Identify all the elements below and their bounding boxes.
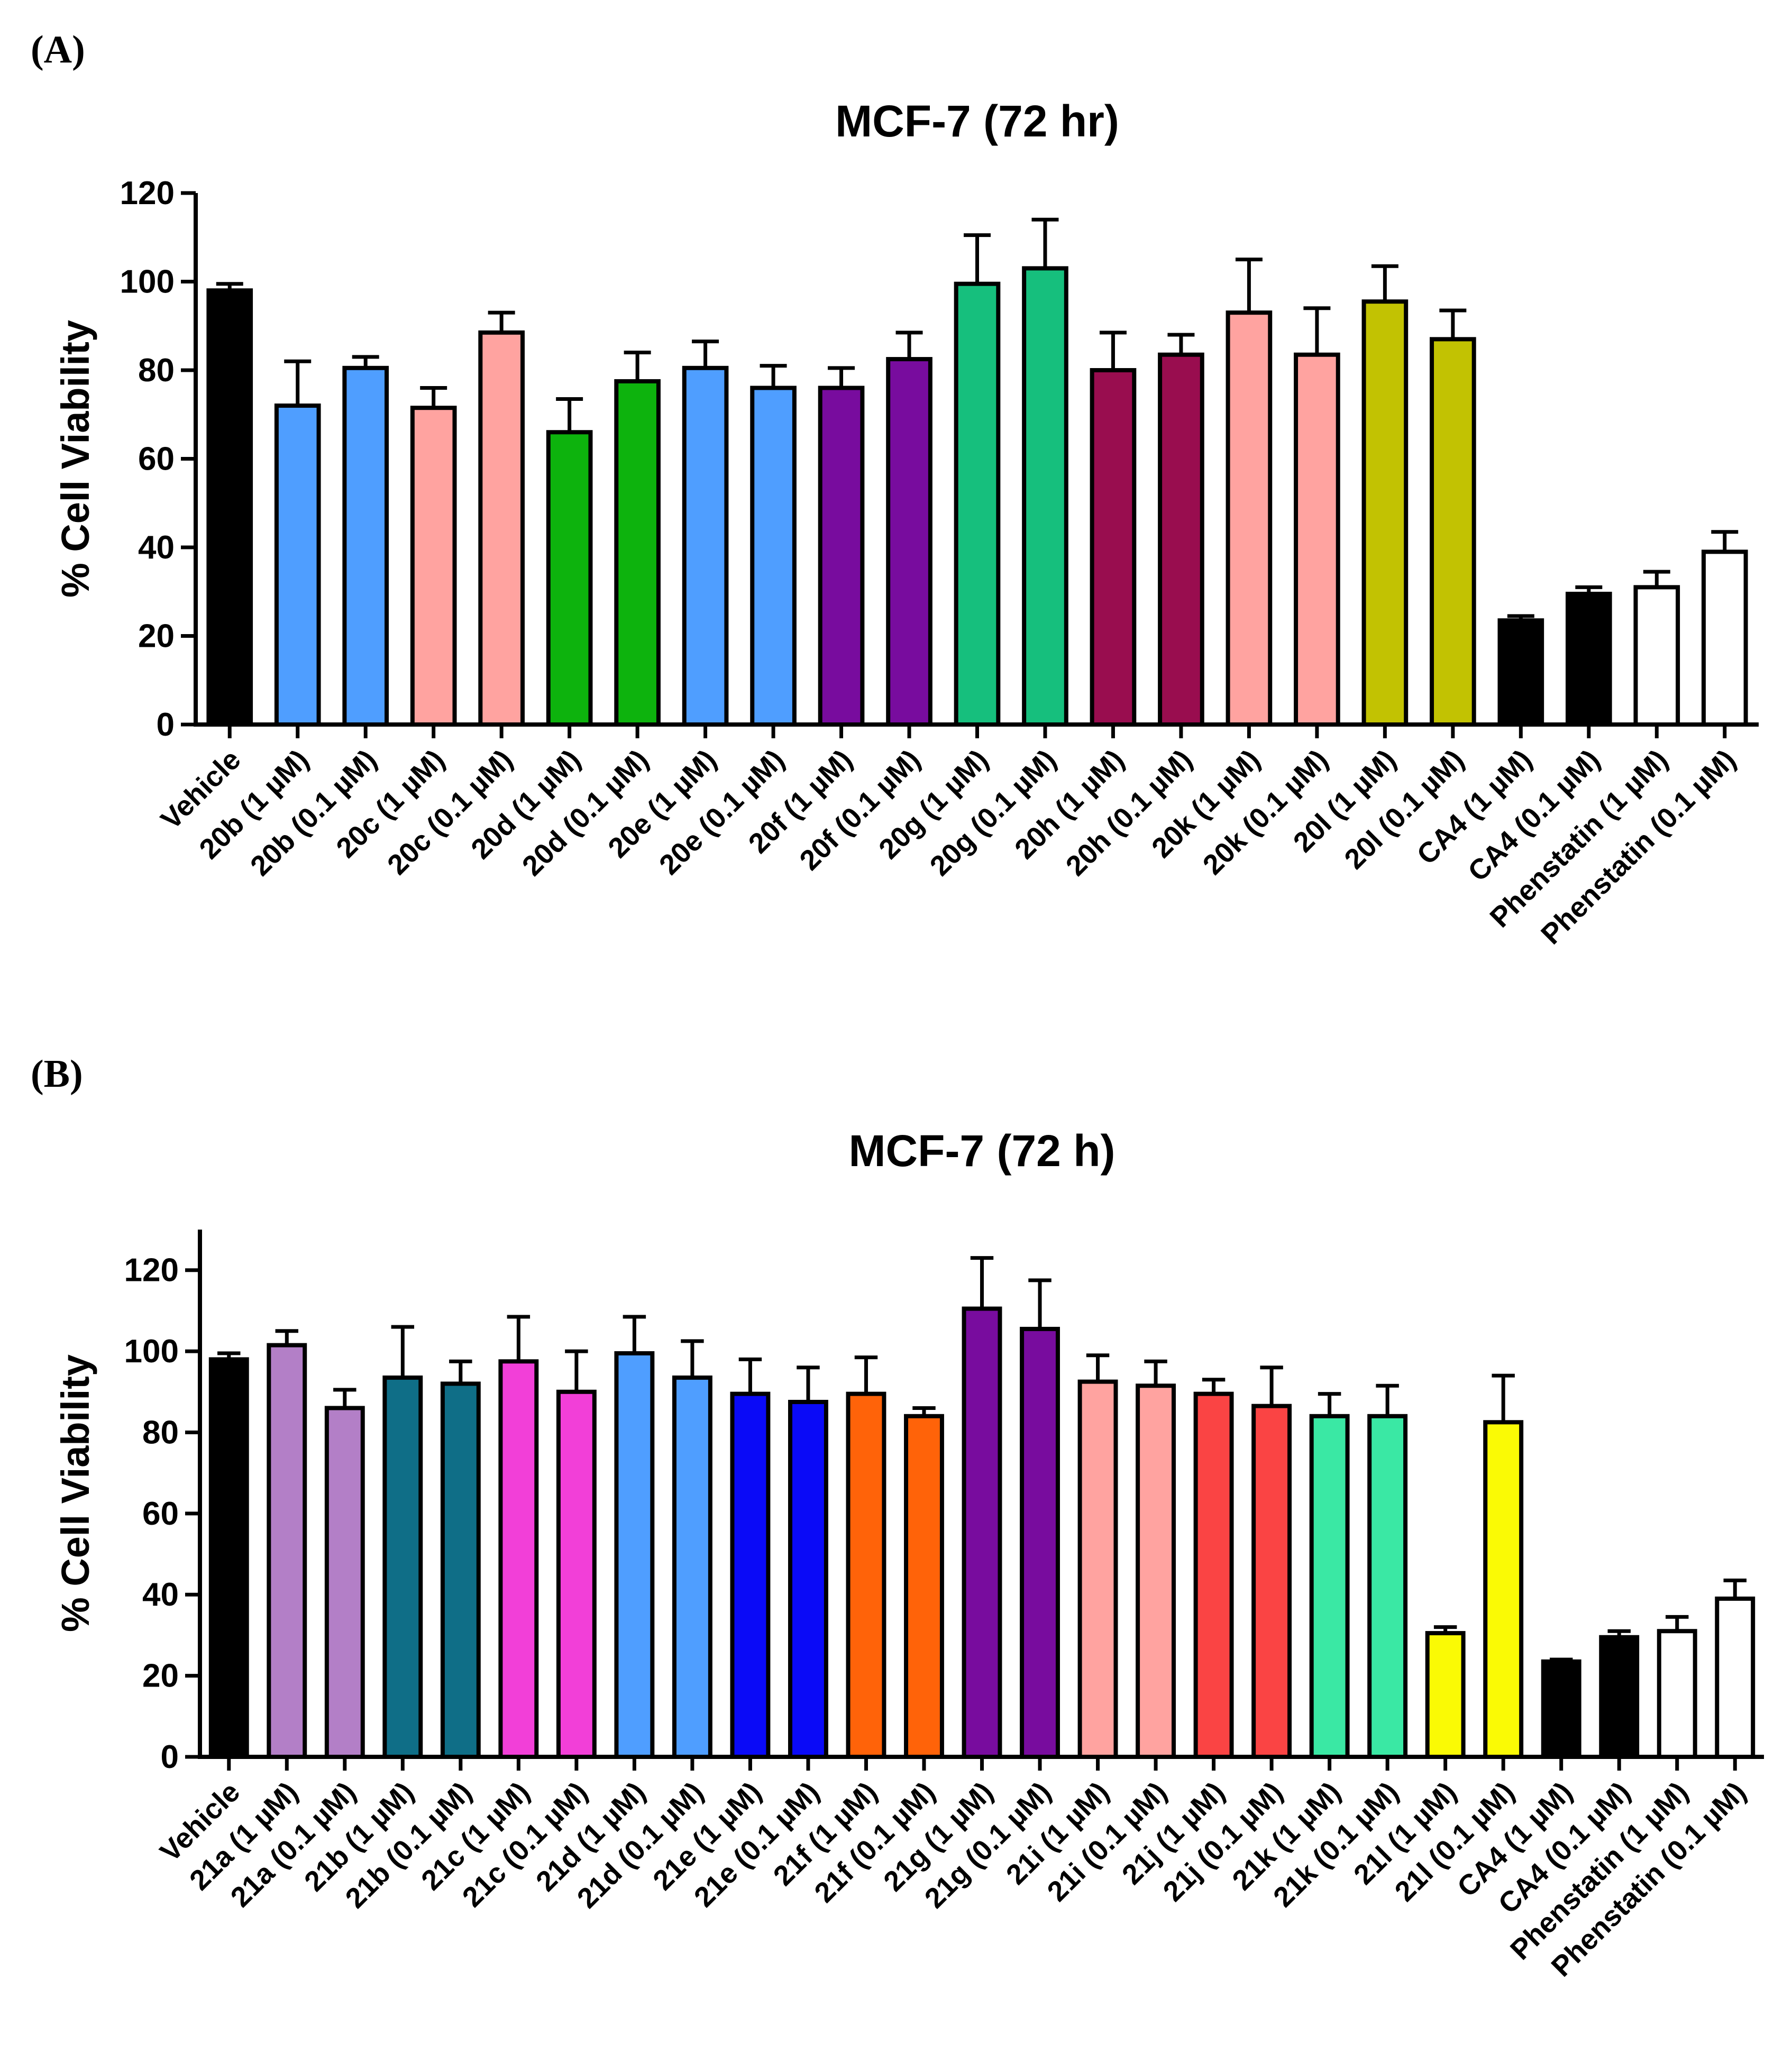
bar — [1294, 352, 1340, 727]
bar — [1158, 352, 1204, 727]
bar — [1251, 1404, 1292, 1759]
chart-a-title: MCF-7 (72 hr) — [835, 96, 1119, 146]
bar — [1541, 1659, 1581, 1759]
bar — [478, 330, 525, 727]
bar — [208, 1357, 249, 1759]
y-tick-label: 0 — [161, 1739, 179, 1775]
bar — [954, 281, 1001, 727]
bar — [1565, 591, 1612, 727]
bar — [1633, 585, 1680, 727]
bar — [672, 1375, 712, 1759]
bar — [1425, 1631, 1466, 1759]
chart-b-title: MCF-7 (72 h) — [849, 1126, 1116, 1176]
bar — [1497, 618, 1544, 727]
bar — [382, 1375, 423, 1759]
bar — [1193, 1391, 1234, 1759]
bar — [556, 1389, 597, 1759]
chart-b-y-axis-label: % Cell Viability — [53, 1354, 97, 1632]
y-tick-label: 100 — [124, 1333, 179, 1370]
y-tick-label: 60 — [142, 1496, 179, 1532]
bar — [1022, 266, 1068, 727]
bar — [1483, 1420, 1524, 1759]
panel-b-label: (B) — [31, 1052, 83, 1096]
y-tick-label: 80 — [138, 352, 175, 389]
y-tick-label: 20 — [138, 618, 175, 655]
bar — [846, 1391, 886, 1759]
bar — [962, 1306, 1002, 1759]
bar — [206, 288, 253, 727]
bar — [614, 1351, 655, 1759]
bar — [1020, 1326, 1060, 1759]
y-tick-label: 60 — [138, 441, 175, 478]
bar — [750, 386, 797, 727]
bar — [614, 379, 661, 727]
bar — [818, 386, 865, 727]
bar — [1430, 337, 1476, 727]
y-tick-label: 80 — [142, 1414, 179, 1451]
bar — [788, 1399, 828, 1759]
y-tick-label: 20 — [142, 1658, 179, 1694]
bar — [1309, 1414, 1350, 1759]
bar — [682, 365, 729, 727]
bar — [1077, 1379, 1118, 1759]
bar — [410, 406, 457, 727]
bar — [324, 1406, 365, 1759]
bar — [730, 1391, 771, 1759]
bar — [1599, 1635, 1640, 1759]
bar — [1715, 1596, 1756, 1759]
bar — [1136, 1383, 1176, 1759]
bar — [886, 357, 932, 727]
y-tick-label: 120 — [120, 175, 175, 212]
chart-a: MCF-7 (72 hr) % Cell Viability 0 20 40 60 80… — [53, 96, 1759, 950]
bar — [1367, 1414, 1408, 1759]
y-tick-label: 40 — [138, 529, 175, 566]
bar — [904, 1414, 944, 1759]
chart-a-y-axis-label: % Cell Viability — [53, 320, 97, 598]
bar — [274, 404, 321, 727]
panel-a-label: (A) — [31, 28, 85, 71]
y-tick-label: 120 — [124, 1252, 179, 1289]
y-tick-label: 0 — [157, 707, 175, 743]
bar — [1657, 1629, 1697, 1759]
bar — [342, 365, 389, 727]
bar — [1361, 299, 1409, 727]
bar — [1226, 310, 1273, 727]
bar — [546, 430, 593, 727]
bar — [267, 1343, 307, 1759]
y-tick-label: 40 — [142, 1577, 179, 1613]
bar — [1701, 549, 1748, 727]
bar — [1090, 368, 1137, 727]
bar — [498, 1359, 539, 1759]
y-tick-label: 100 — [120, 264, 175, 300]
chart-b: MCF-7 (72 h) % Cell Viability 0 20 40 60 80 1… — [53, 1126, 1764, 1983]
bar — [440, 1381, 481, 1759]
